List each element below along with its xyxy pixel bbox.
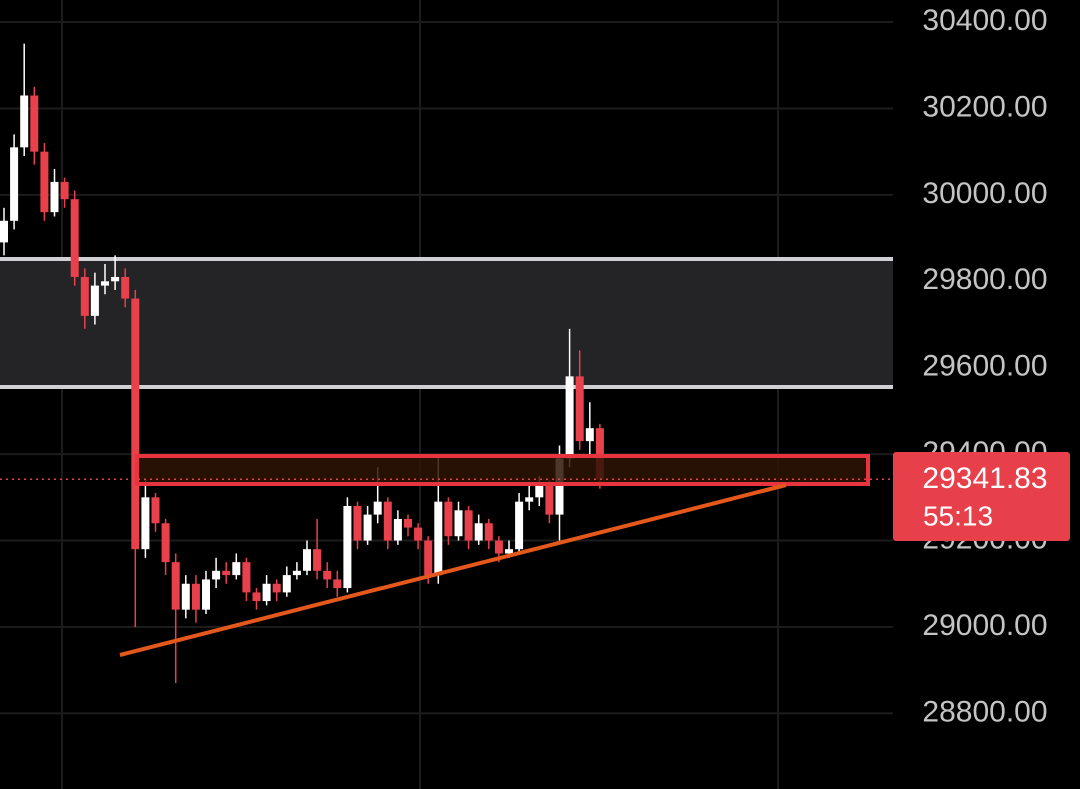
candle-body xyxy=(535,484,544,498)
candle-body xyxy=(545,484,554,515)
resistance-zone xyxy=(0,259,893,387)
candle-body xyxy=(444,501,453,537)
candle-body xyxy=(141,497,150,550)
candle-body xyxy=(474,523,483,541)
candle-body xyxy=(101,281,109,286)
candle-body xyxy=(171,562,180,610)
candle-body xyxy=(60,181,69,200)
candle-body xyxy=(131,298,140,550)
candle-body xyxy=(151,497,160,524)
candle-body xyxy=(181,583,190,610)
candle-body xyxy=(222,570,231,576)
candle-body xyxy=(0,220,8,243)
candle-body xyxy=(30,95,39,152)
y-tick-label: 29600.00 xyxy=(922,350,1047,383)
candle-body xyxy=(262,583,271,602)
candle-body xyxy=(212,570,221,580)
candle-body xyxy=(484,523,493,541)
candle-body xyxy=(353,505,362,541)
candle-body xyxy=(303,549,311,571)
candle-body xyxy=(232,562,241,576)
candle-body xyxy=(272,583,281,593)
candle-body xyxy=(242,562,251,593)
candle-body xyxy=(494,540,503,554)
y-tick-label: 30400.00 xyxy=(922,4,1047,37)
candle-body xyxy=(595,428,604,480)
candle-body xyxy=(121,276,130,299)
candle-body xyxy=(50,181,59,213)
last-price-label: 29341.83 xyxy=(922,462,1047,495)
candle-body xyxy=(575,376,584,442)
y-tick-label: 28800.00 xyxy=(922,695,1047,728)
candle-body xyxy=(383,501,392,541)
y-tick-label: 30200.00 xyxy=(922,90,1047,123)
candle-body xyxy=(70,199,79,277)
countdown: 55:13 xyxy=(923,500,993,531)
candle-body xyxy=(111,276,120,282)
candle-body xyxy=(454,510,463,537)
y-axis: 28800.0029000.0029200.0029400.0029600.00… xyxy=(922,4,1047,728)
price-label-box xyxy=(893,452,1070,541)
candle-body xyxy=(424,540,433,576)
candle-body xyxy=(464,510,473,541)
candle-body xyxy=(40,151,49,213)
candle-body xyxy=(515,501,524,550)
candle-body xyxy=(343,505,352,589)
y-tick-label: 29000.00 xyxy=(922,609,1047,642)
candle-body xyxy=(373,501,382,515)
candle-body xyxy=(555,458,564,515)
candle-body xyxy=(90,285,99,316)
y-tick-label: 30000.00 xyxy=(922,177,1047,210)
candle-body xyxy=(525,497,534,502)
candle-body xyxy=(565,376,574,459)
candle-body xyxy=(292,570,301,576)
candle-body xyxy=(333,579,342,589)
candle-body xyxy=(363,514,372,541)
candle-body xyxy=(404,518,412,528)
candle-body xyxy=(252,592,261,602)
candle-body xyxy=(434,501,443,576)
candle-body xyxy=(414,527,423,541)
candle-body xyxy=(505,549,513,554)
candle-body xyxy=(20,95,29,148)
candle-body xyxy=(80,276,89,316)
candle-body xyxy=(10,147,19,221)
candle-body xyxy=(585,428,594,442)
candle-body xyxy=(323,570,332,580)
candle-body xyxy=(313,549,322,571)
y-tick-label: 29800.00 xyxy=(922,263,1047,296)
candle-body xyxy=(161,523,170,563)
candle-body xyxy=(393,518,402,541)
trend-line xyxy=(119,483,787,657)
candle-body xyxy=(191,583,200,610)
candle-body xyxy=(202,579,210,610)
candle-body xyxy=(282,575,291,593)
